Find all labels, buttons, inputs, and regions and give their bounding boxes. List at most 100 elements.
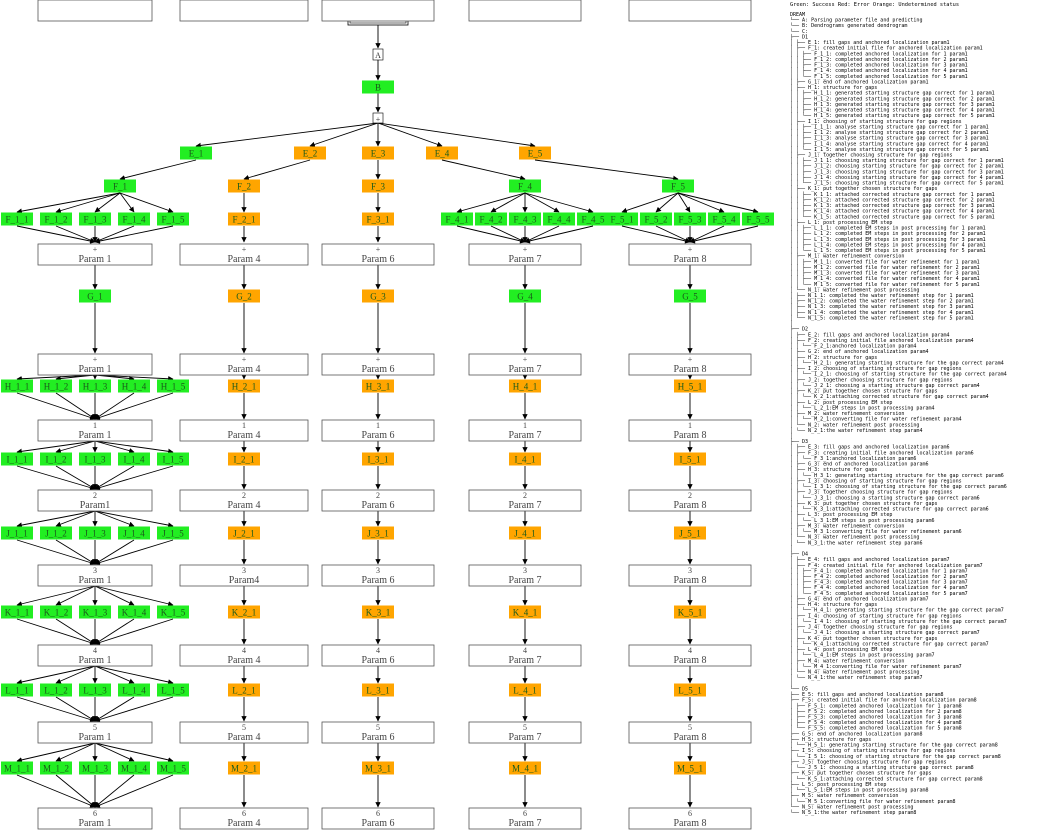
tree-line: │ │ ├── J_1_4: choosing starting structu… xyxy=(790,174,1004,181)
tree-line: │ │ └── L_2_1:EM steps in post processin… xyxy=(790,404,935,411)
tree-line: │ ├── I_2: choosing of starting structur… xyxy=(790,365,962,372)
node-label: E_1 xyxy=(189,149,204,159)
node-J_3_1: J_3_1 xyxy=(362,526,394,540)
tree-line: │ ├── H_4: structure for gaps xyxy=(790,601,877,608)
node-box xyxy=(362,146,394,160)
node-I_1_1: I_1_1 xyxy=(1,452,33,466)
node-label: H_5_1 xyxy=(678,382,703,392)
node-label: K_1_5 xyxy=(161,608,186,618)
node-label: F_4_2 xyxy=(479,215,502,225)
node-A-label: A xyxy=(375,51,381,60)
node-label: K_5_1 xyxy=(678,608,703,618)
edge xyxy=(94,665,174,685)
node-label: F_3 xyxy=(371,182,386,192)
node-label: H_1_4 xyxy=(122,382,147,392)
edge xyxy=(94,392,135,420)
stage-label: Param 7 xyxy=(508,655,541,666)
stage-box xyxy=(628,243,752,266)
edge xyxy=(55,192,121,214)
node-label: G_5 xyxy=(682,292,698,302)
stage-label: Param 8 xyxy=(673,254,706,265)
tree-line: │ │ ├── L_1_2: completed EM steps in pos… xyxy=(790,230,986,237)
tree-line: │ │ ├── K_1_1: attached corrected struct… xyxy=(790,191,995,198)
node-F_5_5: F_5_5 xyxy=(742,212,774,226)
status-legend: Green: Success Red: Error Orange: Undete… xyxy=(790,2,959,8)
node-box xyxy=(543,212,575,226)
edge xyxy=(94,510,174,528)
node-box xyxy=(362,80,394,94)
node-box xyxy=(708,212,740,226)
node-label: G_3 xyxy=(370,292,386,302)
stage-box xyxy=(321,721,435,744)
tree-line: │ ├── K_3: put together chosen structure… xyxy=(790,500,938,507)
tree-line: │ │ ├── F_4_2: completed anchored locali… xyxy=(790,573,968,580)
node-L_5_1: L_5_1 xyxy=(674,683,706,697)
tree-line: │ ├── J_3: together choosing structure f… xyxy=(790,489,953,496)
tree-line: │ xyxy=(790,433,793,440)
node-label: M_1_1 xyxy=(4,764,30,774)
node-label: M_3_1 xyxy=(365,764,391,774)
tree-line: │ ├── I_1: choosing of starting structur… xyxy=(790,118,962,125)
tree-line: │ │ └── J_1_5: choosing starting structu… xyxy=(790,180,1004,187)
edge xyxy=(490,225,526,243)
node-box xyxy=(519,146,551,160)
node-label: H_1_1 xyxy=(5,382,30,392)
tree-line: ├── G_5: end of anchored localization pa… xyxy=(790,730,922,737)
stage-box xyxy=(179,721,309,744)
tree-line: │ ├── F_5_3: completed anchored localiza… xyxy=(790,714,962,721)
node-F_4_2: F_4_2 xyxy=(475,212,507,226)
stage-box xyxy=(179,489,309,512)
tree-line: │ ├── F_5_4: completed anchored localiza… xyxy=(790,719,962,726)
node-label: F_4_1 xyxy=(445,215,468,225)
node-label: F_1_5 xyxy=(161,215,185,225)
node-box xyxy=(1,761,33,775)
node-label: F_3_1 xyxy=(366,215,389,225)
tree-line: │ │ ├── J_1_2: choosing starting structu… xyxy=(790,163,1004,170)
tree-line: │ │ └── I_1_5: analyse starting structur… xyxy=(790,146,989,153)
node-label: I_1_1 xyxy=(7,455,28,465)
node-label: K_1_4 xyxy=(122,608,147,618)
node-label: L_2_1 xyxy=(232,686,256,696)
tree-line: │ └── N_1_5: completed the water refinem… xyxy=(790,314,974,321)
node-box xyxy=(475,212,507,226)
node-box xyxy=(674,526,706,540)
node-label: J_1_2 xyxy=(45,529,67,539)
stage-box xyxy=(628,807,752,830)
tree-line: │ │ └── J_4_1: choosing a starting struc… xyxy=(790,629,980,636)
node-box xyxy=(228,605,260,619)
tree-line: ├── E_5: fill gaps and anchored localiza… xyxy=(790,691,944,698)
edge xyxy=(94,774,174,808)
tree-line: │ │ ├── L_1_4: completed EM steps in pos… xyxy=(790,241,986,248)
node-box xyxy=(362,179,394,193)
stage-label: Param 7 xyxy=(508,575,541,586)
edge xyxy=(55,465,96,490)
node-box xyxy=(228,761,260,775)
stage-box xyxy=(37,807,153,830)
node-label: J_1_4 xyxy=(123,529,145,539)
node-label: M_1_3 xyxy=(82,764,109,774)
stage-number: 2 xyxy=(242,491,246,500)
node-label: F_4 xyxy=(518,182,533,192)
tree-line: │ ├── G_2: end of anchored localization … xyxy=(790,348,928,355)
tree-line: │ └── N_3_1:the water refinement step pa… xyxy=(790,539,922,546)
tree-line: │ ├── J_1: together choosing structure f… xyxy=(790,152,953,159)
stage-label: Param 6 xyxy=(361,575,394,586)
stage-number: 4 xyxy=(688,646,692,655)
node-box xyxy=(509,212,541,226)
node-G_3: G_3 xyxy=(362,289,394,303)
node-label: K_4_1 xyxy=(513,608,538,618)
tree-line: │ ├── N_1_2: completed the water refinem… xyxy=(790,298,974,305)
stage-box xyxy=(628,564,752,587)
stage-box xyxy=(37,419,153,442)
tree-line: │ │ └── K_2_1:attaching corrected struct… xyxy=(790,393,989,400)
tree-line: │ ├── L_3: post processing EM step xyxy=(790,511,892,518)
stage-box xyxy=(37,353,153,376)
tree-line: │ └── N_2_1:the water refinement step pa… xyxy=(790,427,922,434)
node-label: L_4_1 xyxy=(513,686,537,696)
node-label: H_1_2 xyxy=(44,382,69,392)
node-box xyxy=(1,605,33,619)
node-box xyxy=(1,526,33,540)
tree-line: │ │ └── F_2_1:anchored localization para… xyxy=(790,343,916,350)
node-label: L_1_3 xyxy=(83,686,107,696)
edge xyxy=(490,192,526,213)
